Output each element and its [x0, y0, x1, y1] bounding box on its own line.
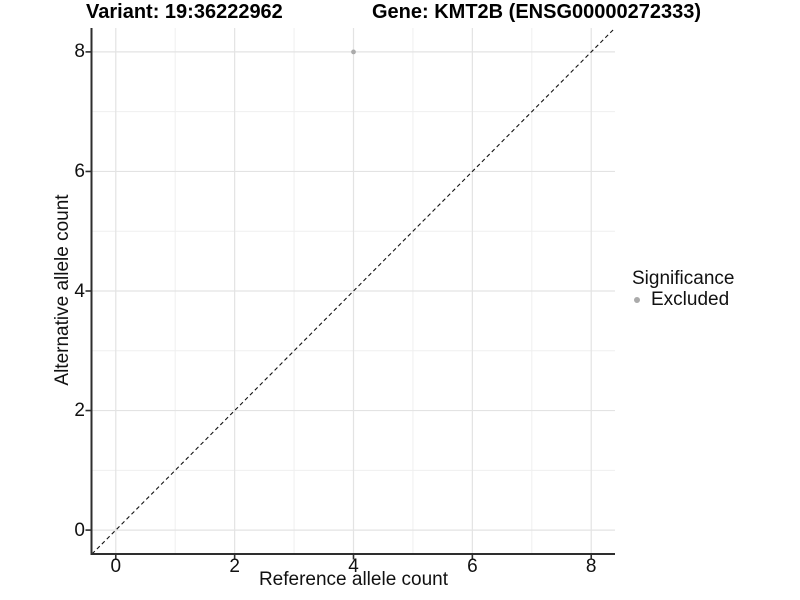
- x-tick-label: 0: [110, 556, 122, 577]
- data-point: [351, 49, 356, 55]
- y-tick-label: 2: [74, 400, 85, 422]
- excluded-point-icon: [634, 296, 640, 303]
- x-tick-label: 4: [348, 556, 359, 577]
- y-tick-label: 4: [74, 280, 85, 302]
- plot-title-gene: Gene: KMT2B (ENSG00000272333): [372, 1, 702, 23]
- legend-item-label: Excluded: [651, 289, 730, 310]
- y-tick-label: 8: [74, 41, 85, 63]
- legend-item-excluded: Excluded: [632, 289, 734, 310]
- y-tick-label: 6: [74, 160, 85, 182]
- legend-title: Significance: [632, 268, 735, 289]
- identity-line: [91, 27, 616, 555]
- x-tick-label: 6: [467, 556, 478, 577]
- x-tick-label: 2: [229, 556, 240, 577]
- y-tick-label: 0: [74, 519, 85, 541]
- plot-title-variant: Variant: 19:36222962: [86, 1, 283, 23]
- x-tick-label: 8: [585, 556, 597, 577]
- x-axis-title: Reference allele count: [258, 569, 449, 590]
- legend: Significance Excluded: [632, 268, 734, 310]
- y-axis-title: Alternative allele count: [52, 194, 73, 386]
